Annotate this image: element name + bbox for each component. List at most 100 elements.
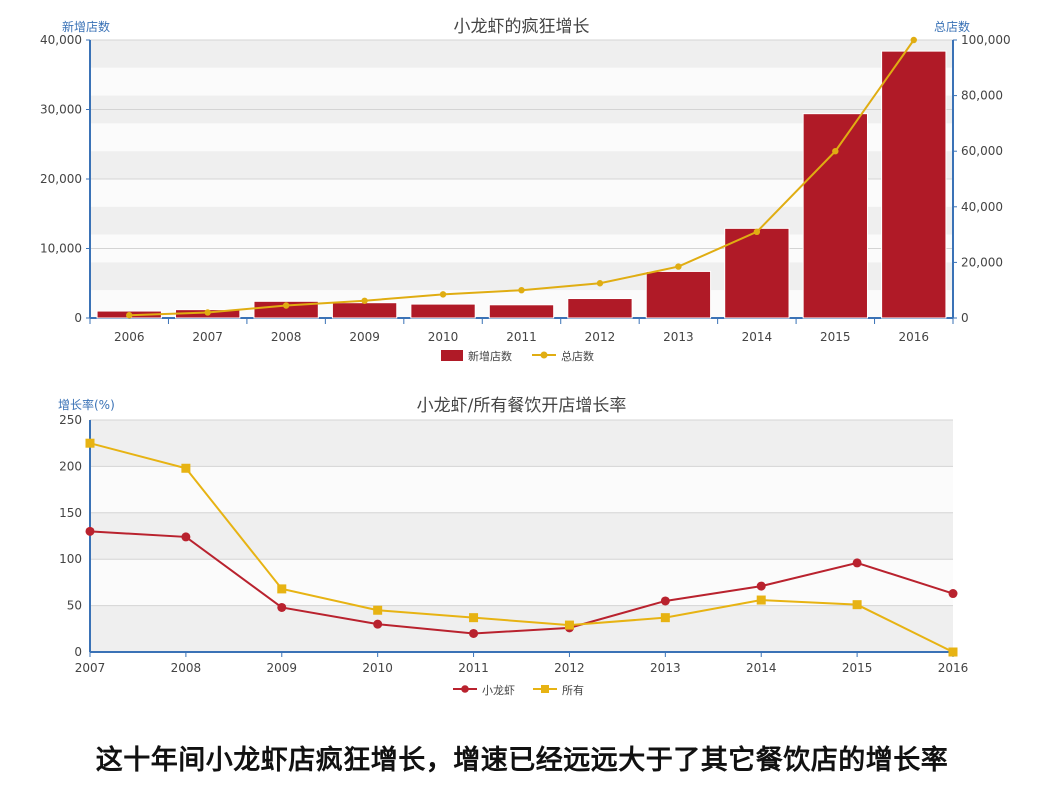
total-stores-point [204, 309, 211, 316]
x-tick-label: 2008 [271, 330, 302, 344]
crayfish-growth-point [85, 526, 95, 536]
all-growth-point [756, 595, 766, 605]
x-tick-label: 2013 [650, 661, 681, 675]
growth-rate-chart-svg: 0 50 100 150 200 250 小龙虾/所有餐饮开店增长率 增长率(%) 2007 20… [58, 396, 969, 697]
crayfish-growth-line [89, 530, 954, 635]
plot-band [90, 559, 953, 606]
plot-band [90, 40, 953, 68]
all-growth-point [277, 584, 287, 594]
total-stores-point [126, 312, 133, 319]
x-tick-label: 2016 [898, 330, 929, 344]
x-tick-label: 2011 [458, 661, 489, 675]
bar-new-stores [802, 113, 868, 319]
left-tick-label: 10,000 [40, 242, 82, 256]
x-tick-label: 2010 [428, 330, 459, 344]
x-tick-label: 2015 [820, 330, 851, 344]
chart-title: 小龙虾的疯狂增长 [454, 17, 590, 37]
bar-new-stores [488, 304, 555, 319]
y-tick-label: 100 [59, 552, 82, 566]
all-growth-point [948, 647, 958, 657]
crayfish-growth-point [277, 602, 287, 612]
x-tick-label: 2012 [585, 330, 616, 344]
crayfish-growth-point [373, 619, 383, 629]
total-stores-point [832, 148, 839, 155]
legend-marker-crayfish [461, 685, 469, 693]
right-tick-label: 40,000 [961, 200, 1003, 214]
total-stores-point [753, 228, 761, 236]
bar-new-stores [331, 302, 398, 319]
x-tick-label: 2007 [75, 661, 106, 675]
bar-new-stores [645, 270, 712, 319]
bar-new-stores [724, 227, 790, 319]
total-stores-point [596, 280, 604, 287]
x-tick-label: 2010 [362, 661, 393, 675]
total-stores-point [675, 263, 682, 270]
all-growth-point [181, 463, 191, 473]
y-tick-label: 50 [67, 599, 82, 613]
all-growth-point [660, 613, 670, 623]
left-axis-title: 新增店数 [62, 19, 110, 34]
all-growth-point [469, 613, 479, 623]
legend-label-crayfish: 小龙虾 [482, 684, 515, 697]
x-tick-label: 2009 [267, 661, 298, 675]
crayfish-growth-point [469, 628, 479, 638]
right-tick-label: 60,000 [961, 144, 1003, 158]
right-tick-label: 100,000 [961, 33, 1011, 47]
x-tick-label: 2013 [663, 330, 694, 344]
crayfish-growth-chart: 小龙虾的疯狂增长 新增店数 总店数 0 10,000 20,000 30,000 40,000… [0, 0, 1044, 380]
crayfish-growth-point [181, 532, 191, 542]
growth-rate-chart: 0 50 100 150 200 250 小龙虾/所有餐饮开店增长率 增长率(%) 2007 20… [0, 385, 1044, 715]
plot-band [90, 420, 953, 467]
x-tick-label: 2014 [746, 661, 777, 675]
all-growth-point [85, 438, 95, 448]
total-stores-point [361, 297, 368, 304]
total-stores-point [282, 302, 290, 309]
plot-band [90, 605, 953, 652]
y-tick-label: 0 [74, 645, 82, 659]
y-tick-label: 250 [59, 413, 82, 427]
total-stores-point [439, 291, 447, 298]
bar-new-stores [881, 50, 947, 319]
plot-band [90, 67, 953, 96]
bar-new-stores [567, 298, 633, 319]
x-tick-label: 2014 [742, 330, 773, 344]
legend-label-total: 总店数 [561, 349, 594, 363]
left-tick-label: 30,000 [40, 103, 82, 117]
legend-marker-all [541, 685, 549, 693]
x-tick-label: 2008 [171, 661, 202, 675]
left-tick-label: 0 [74, 311, 82, 325]
right-axis-title: 总店数 [934, 19, 970, 34]
crayfish-growth-point [948, 589, 958, 599]
all-growth-line [89, 442, 954, 653]
x-tick-label: 2007 [192, 330, 223, 344]
legend-label-all: 所有 [562, 683, 584, 697]
total-stores-point [518, 287, 525, 294]
y-tick-label: 150 [59, 506, 82, 520]
y-tick-label: 200 [59, 459, 82, 473]
plot-band [90, 512, 953, 560]
all-growth-point [564, 620, 574, 630]
right-tick-label: 80,000 [961, 89, 1003, 103]
x-tick-label: 2011 [506, 330, 537, 344]
all-growth-point [852, 600, 862, 610]
crayfish-growth-point [660, 596, 670, 606]
plot-band [90, 466, 953, 513]
all-growth-point [373, 605, 383, 615]
chart-title: 小龙虾/所有餐饮开店增长率 [417, 396, 627, 416]
y-axis-title: 增长率(%) [58, 397, 115, 412]
legend-swatch-new-stores [441, 350, 463, 361]
left-tick-label: 40,000 [40, 33, 82, 47]
x-tick-label: 2016 [938, 661, 969, 675]
legend-label-new-stores: 新增店数 [468, 349, 512, 363]
bar-new-stores [410, 303, 476, 319]
left-tick-label: 20,000 [40, 172, 82, 186]
crayfish-growth-point [852, 558, 862, 568]
x-tick-label: 2009 [349, 330, 380, 344]
caption: 这十年间小龙虾店疯狂增长，增速已经远远大于了其它餐饮店的增长率 [95, 745, 949, 776]
total-stores-point [910, 36, 917, 44]
crayfish-growth-point [756, 581, 766, 591]
x-tick-label: 2012 [554, 661, 585, 675]
legend-marker-total [540, 351, 548, 359]
x-tick-label: 2006 [114, 330, 145, 344]
